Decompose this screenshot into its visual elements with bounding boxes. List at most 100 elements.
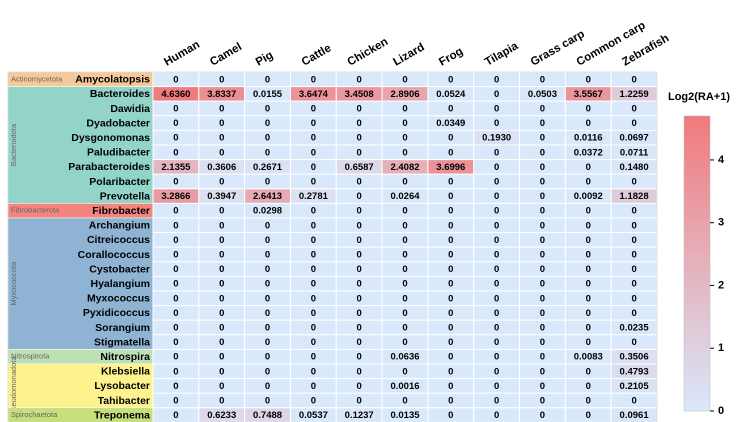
cell-value-label: 0 (448, 177, 453, 188)
cell-value-label: 0 (265, 250, 270, 261)
cell-value-label: 0 (494, 191, 499, 202)
cell-value-label: 0 (219, 264, 224, 275)
cell-value-label: 0 (311, 177, 316, 188)
cell-value-label: 0 (494, 410, 499, 421)
row-label: Dyadobacter (86, 117, 150, 129)
row-label: Citreicoccus (87, 234, 150, 246)
column-label: Lizard (391, 41, 426, 68)
row-label: Sorangium (95, 322, 150, 334)
cell-value-label: 0 (540, 220, 545, 231)
cell-value-label: 0 (448, 366, 453, 377)
cell-value-label: 0 (540, 293, 545, 304)
cell-value-label: 0 (265, 396, 270, 407)
cell-value-label: 0 (402, 206, 407, 217)
cell-value-label: 0 (265, 337, 270, 348)
cell-value-label: 0 (586, 162, 591, 173)
cell-value-label: 0 (402, 133, 407, 144)
cell-value-label: 0 (494, 206, 499, 217)
cell-value-label: 0 (631, 337, 636, 348)
cell-value-label: 0 (631, 279, 636, 290)
column-label: Pig (254, 49, 275, 68)
cell-value-label: 0 (173, 104, 178, 115)
cell-value-label: 0 (402, 396, 407, 407)
cell-value-label: 0.3947 (207, 191, 236, 202)
phylum-label: Myxococcota (9, 261, 18, 306)
cell-value-label: 0 (448, 206, 453, 217)
cell-value-label: 0 (402, 293, 407, 304)
cell-value-label: 0 (586, 220, 591, 231)
cell-value-label: 2.4082 (390, 162, 419, 173)
cell-value-label: 0 (265, 74, 270, 85)
cell-value-label: 0 (357, 396, 362, 407)
cell-value-label: 0 (448, 264, 453, 275)
cell-value-label: 0.0264 (390, 191, 420, 202)
cell-value-label: 0.4793 (620, 366, 649, 377)
colorbar-tick-label: 3 (718, 217, 724, 229)
cell-value-label: 0 (540, 118, 545, 129)
cell-value-label: 0 (402, 308, 407, 319)
cell-value-label: 0 (357, 191, 362, 202)
cell-value-label: 0 (631, 220, 636, 231)
cell-value-label: 0 (631, 293, 636, 304)
phylum-label: Fibrobacterota (11, 206, 60, 215)
cell-value-label: 0 (448, 191, 453, 202)
cell-value-label: 0 (402, 147, 407, 158)
cell-value-label: 0 (540, 162, 545, 173)
row-label: Tahibacter (98, 395, 150, 407)
cell-value-label: 0 (173, 220, 178, 231)
cell-value-label: 0 (494, 279, 499, 290)
cell-value-label: 0.6233 (207, 410, 236, 421)
cell-value-label: 0 (265, 381, 270, 392)
row-label: Nitrospira (100, 351, 150, 363)
cell-value-label: 0 (219, 118, 224, 129)
cell-value-label: 0 (265, 147, 270, 158)
cell-value-label: 3.6474 (299, 89, 329, 100)
phylum-label: Actinomycetota (11, 74, 63, 83)
cell-value-label: 0 (311, 279, 316, 290)
cell-value-label: 0 (357, 177, 362, 188)
cell-value-label: 0 (357, 220, 362, 231)
cell-value-label: 0 (173, 279, 178, 290)
cell-value-label: 0 (402, 366, 407, 377)
cell-value-label: 0 (494, 264, 499, 275)
cell-value-label: 0 (265, 177, 270, 188)
cell-value-label: 0 (311, 206, 316, 217)
cell-value-label: 0 (402, 279, 407, 290)
cell-value-label: 0 (311, 264, 316, 275)
column-label: Tilapia (483, 40, 521, 69)
cell-value-label: 0 (402, 323, 407, 334)
cell-value-label: 0 (448, 410, 453, 421)
cell-value-label: 0 (540, 410, 545, 421)
phylum-label: Pseudomonadota (9, 356, 18, 416)
cell-value-label: 0 (402, 74, 407, 85)
cell-value-label: 0 (311, 396, 316, 407)
cell-value-label: 1.2259 (620, 89, 649, 100)
cell-value-label: 0 (448, 74, 453, 85)
cell-value-label: 0 (586, 323, 591, 334)
cell-value-label: 0 (586, 264, 591, 275)
colorbar-tick-label: 2 (718, 279, 724, 291)
cell-value-label: 2.1355 (161, 162, 191, 173)
cell-value-label: 0 (265, 118, 270, 129)
cell-value-label: 0 (219, 396, 224, 407)
cell-value-label: 1.1828 (620, 191, 649, 202)
phylum-band (7, 86, 154, 204)
cell-value-label: 0 (540, 352, 545, 363)
cell-value-label: 0 (448, 235, 453, 246)
cell-value-label: 0 (494, 308, 499, 319)
cell-value-label: 0 (357, 264, 362, 275)
cell-value-label: 2.6413 (253, 191, 282, 202)
cell-value-label: 0.2671 (253, 162, 283, 173)
cell-value-label: 0 (173, 177, 178, 188)
cell-value-label: 0 (311, 220, 316, 231)
cell-value-label: 0 (402, 264, 407, 275)
cell-value-label: 0 (402, 177, 407, 188)
cell-value-label: 0 (494, 250, 499, 261)
cell-value-label: 0 (265, 308, 270, 319)
cell-value-label: 0.0298 (253, 206, 282, 217)
cell-value-label: 0.1930 (482, 133, 511, 144)
cell-value-label: 0 (494, 147, 499, 158)
cell-value-label: 0 (173, 264, 178, 275)
cell-value-label: 0 (402, 235, 407, 246)
